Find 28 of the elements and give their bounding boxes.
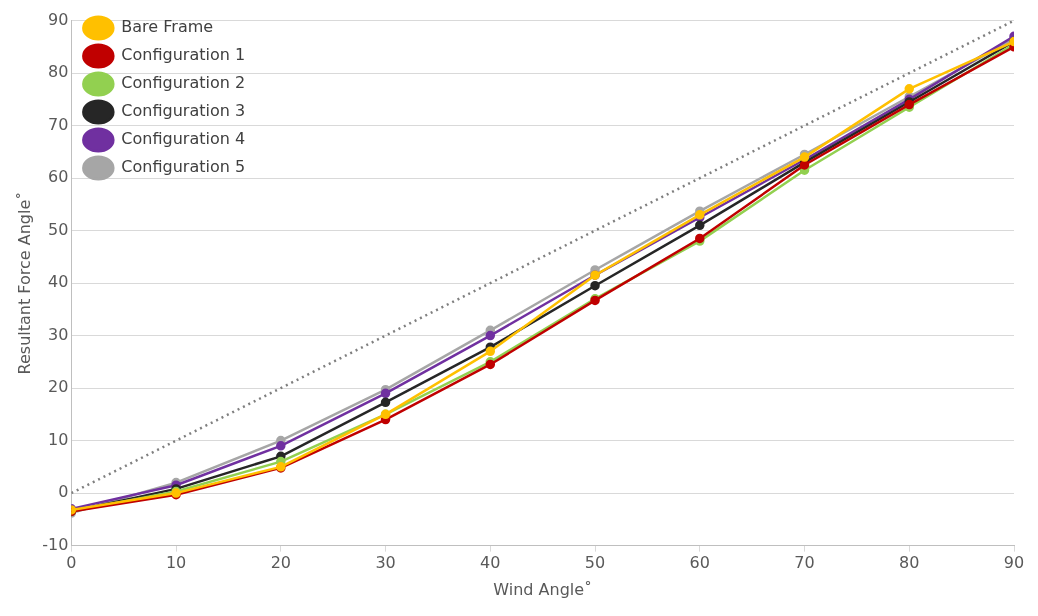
legend-label: Configuration 2 xyxy=(121,73,246,93)
legend-label: Configuration 1 xyxy=(121,45,246,65)
y-tick-label: 20 xyxy=(47,377,69,397)
x-tick-label: 30 xyxy=(375,553,396,573)
y-tick-label: 30 xyxy=(47,324,69,344)
legend-label: Bare Frame xyxy=(121,17,214,37)
y-tick-label: 40 xyxy=(47,272,69,292)
x-tick-label: 80 xyxy=(899,553,920,573)
y-axis-title: Resultant Force Angle˚ xyxy=(14,191,34,375)
x-tick-label: 40 xyxy=(480,553,501,573)
x-tick-label: 90 xyxy=(1003,553,1025,573)
y-tick-label: 80 xyxy=(47,62,69,82)
x-tick-label: 20 xyxy=(270,553,291,573)
x-axis-title: Wind Angle˚ xyxy=(493,579,593,599)
y-tick-label: -10 xyxy=(42,534,69,554)
y-tick-label: 60 xyxy=(47,167,69,187)
legend-label: Configuration 3 xyxy=(121,101,246,121)
x-tick-label: 50 xyxy=(584,553,606,573)
y-tick-label: 50 xyxy=(47,219,69,239)
legend-label: Configuration 5 xyxy=(121,157,246,177)
y-tick-label: 10 xyxy=(47,429,69,449)
x-tick-label: 70 xyxy=(794,553,815,573)
x-tick-label: 60 xyxy=(689,553,710,573)
legend-label: Configuration 4 xyxy=(121,129,246,149)
x-tick-label: 10 xyxy=(165,553,187,573)
y-tick-label: 90 xyxy=(47,9,69,29)
y-tick-label: 70 xyxy=(47,114,69,134)
y-tick-label: 0 xyxy=(58,482,69,502)
